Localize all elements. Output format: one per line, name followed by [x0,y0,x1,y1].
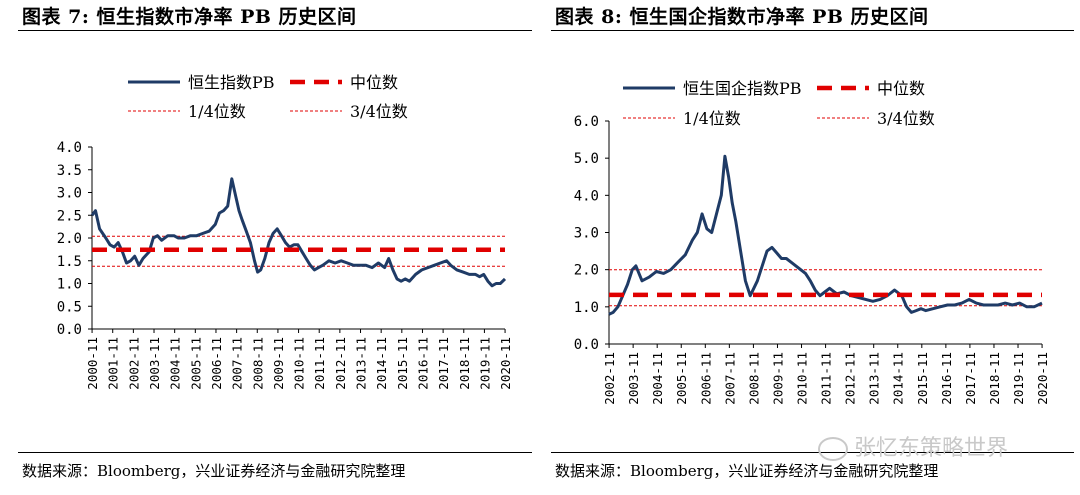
y-tick-label: 5.0 [574,151,599,167]
x-tick-label: 2012-11 [843,352,858,405]
x-tick-label: 2006-11 [698,352,713,405]
figure-7-panel: 图表 7: 恒生指数市净率 PB 历史区间 恒生指数PB 中位数 1/4位数 3/4位… [18,6,532,480]
source-note: 数据来源：Bloomberg，兴业证券经济与金融研究院整理 [555,462,939,480]
legend-label: 1/4位数 [188,102,246,121]
x-tick-label: 2017-11 [436,337,451,390]
x-tick-label: 2007-11 [722,352,737,405]
x-tick-label: 2016-11 [415,337,430,390]
legend-label: 恒生国企指数PB [683,79,802,98]
source-rule [551,452,1074,453]
x-tick-label: 2018-11 [457,337,472,390]
x-tick-label: 2020-11 [498,337,513,390]
y-tick-label: 4.0 [574,188,599,204]
y-tick-label: 1.0 [574,300,599,316]
x-tick-label: 2012-11 [333,337,348,390]
x-tick-label: 2001-11 [106,337,121,390]
hscei-pb-chart: 恒生国企指数PB 中位数 1/4位数 3/4位数 0.0 1.0 2.0 3.0 4.0 5.0 6… [574,79,1050,405]
pb-series-line [608,154,1043,316]
y-tick-label: 3.5 [57,163,82,179]
legend-label: 中位数 [877,79,925,98]
x-tick-label: 2009-11 [271,337,286,390]
x-tick-label: 2014-11 [374,337,389,390]
x-tick-label: 2003-11 [147,337,162,390]
wechat-icon [818,437,848,461]
y-tick-label: 0.0 [574,337,599,353]
title-rule [551,30,1074,31]
y-tick-label: 4.0 [57,140,82,156]
y-tick-label: 3.0 [574,226,599,242]
x-tick-label: 2003-11 [626,352,641,405]
x-tick-label: 2005-11 [188,337,203,390]
figure-8-panel: 图表 8: 恒生国企指数市净率 PB 历史区间 恒生国企指数PB 中位数 1/4位数… [545,0,1080,495]
legend-label: 恒生指数PB [188,73,275,92]
x-tick-label: 2004-11 [168,337,183,390]
legend-label: 1/4位数 [683,109,741,128]
x-tick-label: 2010-11 [795,352,810,405]
x-tick-label: 2013-11 [867,352,882,405]
x-tick-label: 2020-11 [1035,352,1050,405]
x-tick-label: 2010-11 [292,337,307,390]
pb-series-line [90,177,507,288]
source-note: 数据来源：Bloomberg，兴业证券经济与金融研究院整理 [22,462,406,480]
x-tick-label: 2002-11 [126,337,141,390]
y-tick-label: 0.0 [57,322,82,338]
x-tick-label: 2008-11 [746,352,761,405]
watermark-text: 张忆东策略世界 [854,436,1009,461]
x-tick-label: 2000-11 [85,337,100,390]
x-tick-label: 2017-11 [963,352,978,405]
x-tick-label: 2011-11 [312,337,327,390]
watermark: 张忆东策略世界 [818,430,1008,462]
x-tick-label: 2002-11 [602,352,617,405]
x-tick-label: 2015-11 [395,337,410,390]
legend-label: 3/4位数 [350,102,408,121]
x-tick-label: 2004-11 [650,352,665,405]
title-rule [18,30,532,31]
y-tick-label: 0.5 [57,299,82,315]
y-tick-label: 1.5 [57,254,82,270]
x-tick-label: 2011-11 [819,352,834,405]
y-tick-label: 1.0 [57,277,82,293]
legend-label: 中位数 [350,73,398,92]
y-tick-label: 2.5 [57,208,82,224]
hsi-pb-chart: 恒生指数PB 中位数 1/4位数 3/4位数 0.0 0.5 1.0 1.5 2.0 2.5 3.0… [57,73,513,390]
x-tick-label: 2009-11 [770,352,785,405]
x-tick-label: 2006-11 [209,337,224,390]
figure-title: 图表 8: 恒生国企指数市净率 PB 历史区间 [555,6,929,28]
x-tick-label: 2007-11 [230,337,245,390]
x-tick-label: 2016-11 [939,352,954,405]
source-rule [18,452,532,453]
figure-title: 图表 7: 恒生指数市净率 PB 历史区间 [22,6,357,28]
x-tick-label: 2014-11 [891,352,906,405]
legend-label: 3/4位数 [877,109,935,128]
x-tick-label: 2018-11 [987,352,1002,405]
y-tick-label: 2.0 [57,231,82,247]
x-tick-label: 2008-11 [250,337,265,390]
x-tick-label: 2015-11 [915,352,930,405]
y-tick-label: 2.0 [574,263,599,279]
x-tick-label: 2019-11 [1011,352,1026,405]
x-tick-label: 2019-11 [477,337,492,390]
y-tick-label: 6.0 [574,114,599,130]
x-tick-label: 2005-11 [674,352,689,405]
x-tick-label: 2013-11 [354,337,369,390]
y-tick-label: 3.0 [57,186,82,202]
